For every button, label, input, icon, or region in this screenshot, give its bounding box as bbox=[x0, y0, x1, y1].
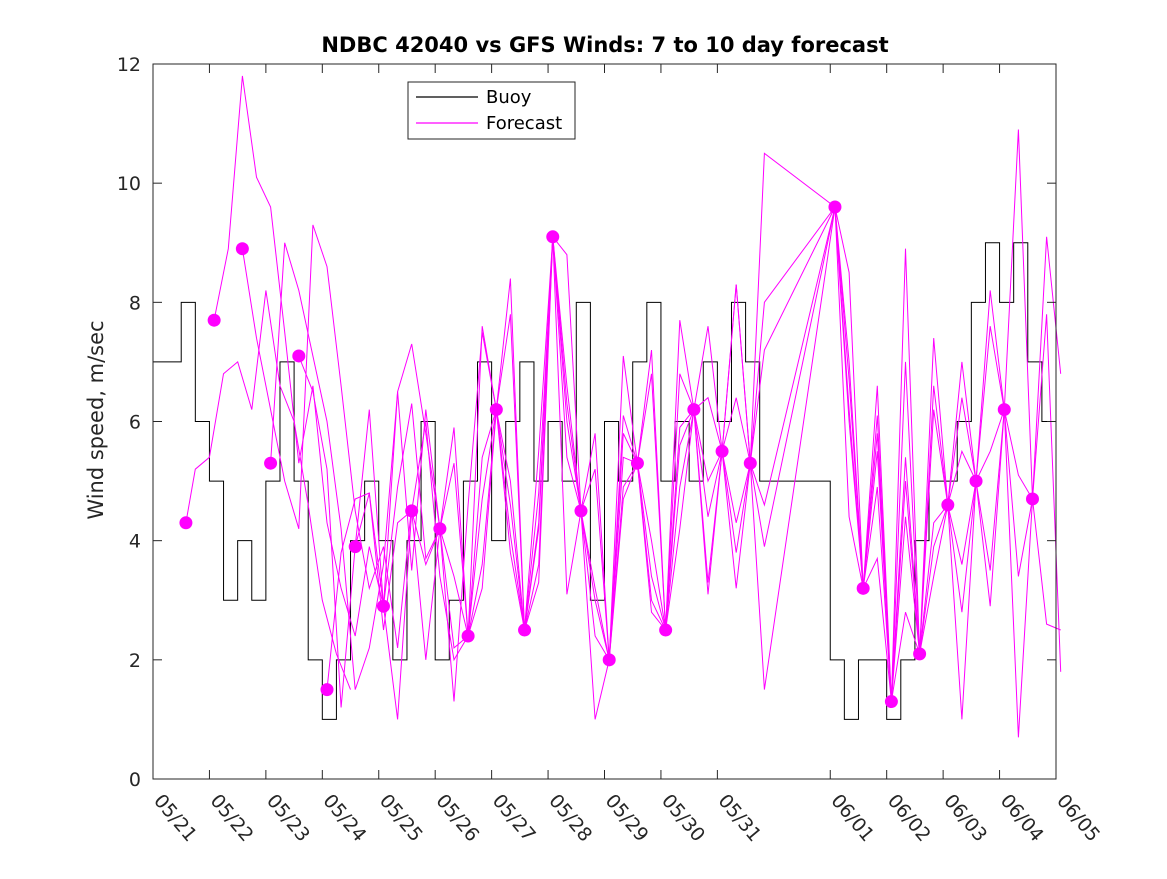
forecast-marker bbox=[207, 313, 221, 327]
forecast-marker bbox=[518, 623, 532, 637]
legend: Buoy Forecast bbox=[407, 81, 576, 140]
forecast-marker bbox=[264, 456, 278, 470]
forecast-line-25 bbox=[919, 361, 1061, 654]
forecast-marker bbox=[320, 683, 334, 697]
forecast-line-2 bbox=[213, 75, 384, 637]
forecast-marker bbox=[405, 504, 419, 518]
y-tick-label: 6 bbox=[129, 412, 141, 434]
forecast-marker bbox=[856, 581, 870, 595]
forecast-line-1 bbox=[185, 290, 351, 690]
forecast-marker bbox=[292, 349, 306, 363]
forecast-line-4 bbox=[270, 242, 441, 690]
forecast-marker bbox=[997, 403, 1011, 417]
forecast-marker bbox=[941, 498, 955, 512]
forecast-marker bbox=[235, 242, 249, 256]
legend-label-forecast: Forecast bbox=[486, 113, 562, 134]
forecast-line-6 bbox=[326, 332, 497, 702]
y-tick-label: 12 bbox=[117, 54, 141, 76]
legend-label-buoy: Buoy bbox=[486, 87, 532, 108]
y-tick-label: 0 bbox=[129, 769, 141, 791]
y-tick-label: 10 bbox=[117, 173, 141, 195]
y-tick-label: 4 bbox=[129, 531, 141, 553]
forecast-marker bbox=[1025, 492, 1039, 506]
forecast-marker bbox=[179, 516, 193, 530]
forecast-marker bbox=[687, 403, 701, 417]
forecast-marker bbox=[574, 504, 588, 518]
forecast-marker bbox=[913, 647, 927, 661]
forecast-marker bbox=[433, 522, 447, 536]
forecast-marker bbox=[715, 444, 729, 458]
forecast-marker bbox=[659, 623, 673, 637]
y-tick-label: 8 bbox=[129, 292, 141, 314]
forecast-marker bbox=[969, 474, 983, 488]
legend-box bbox=[407, 81, 576, 140]
forecast-marker bbox=[489, 403, 503, 417]
forecast-marker bbox=[546, 230, 560, 244]
y-tick-label: 2 bbox=[129, 650, 141, 672]
forecast-marker bbox=[884, 695, 898, 709]
forecast-marker bbox=[376, 599, 390, 613]
forecast-marker bbox=[602, 653, 616, 667]
forecast-line-3 bbox=[241, 224, 413, 648]
chart-title: NDBC 42040 vs GFS Winds: 7 to 10 day for… bbox=[321, 33, 888, 57]
forecast-marker bbox=[461, 629, 475, 643]
forecast-marker bbox=[348, 540, 362, 554]
forecast-marker bbox=[630, 456, 644, 470]
forecast-marker bbox=[828, 200, 842, 214]
plot-area bbox=[153, 64, 1062, 779]
y-axis-label: Wind speed, m/sec bbox=[84, 320, 108, 519]
forecast-marker bbox=[743, 456, 757, 470]
